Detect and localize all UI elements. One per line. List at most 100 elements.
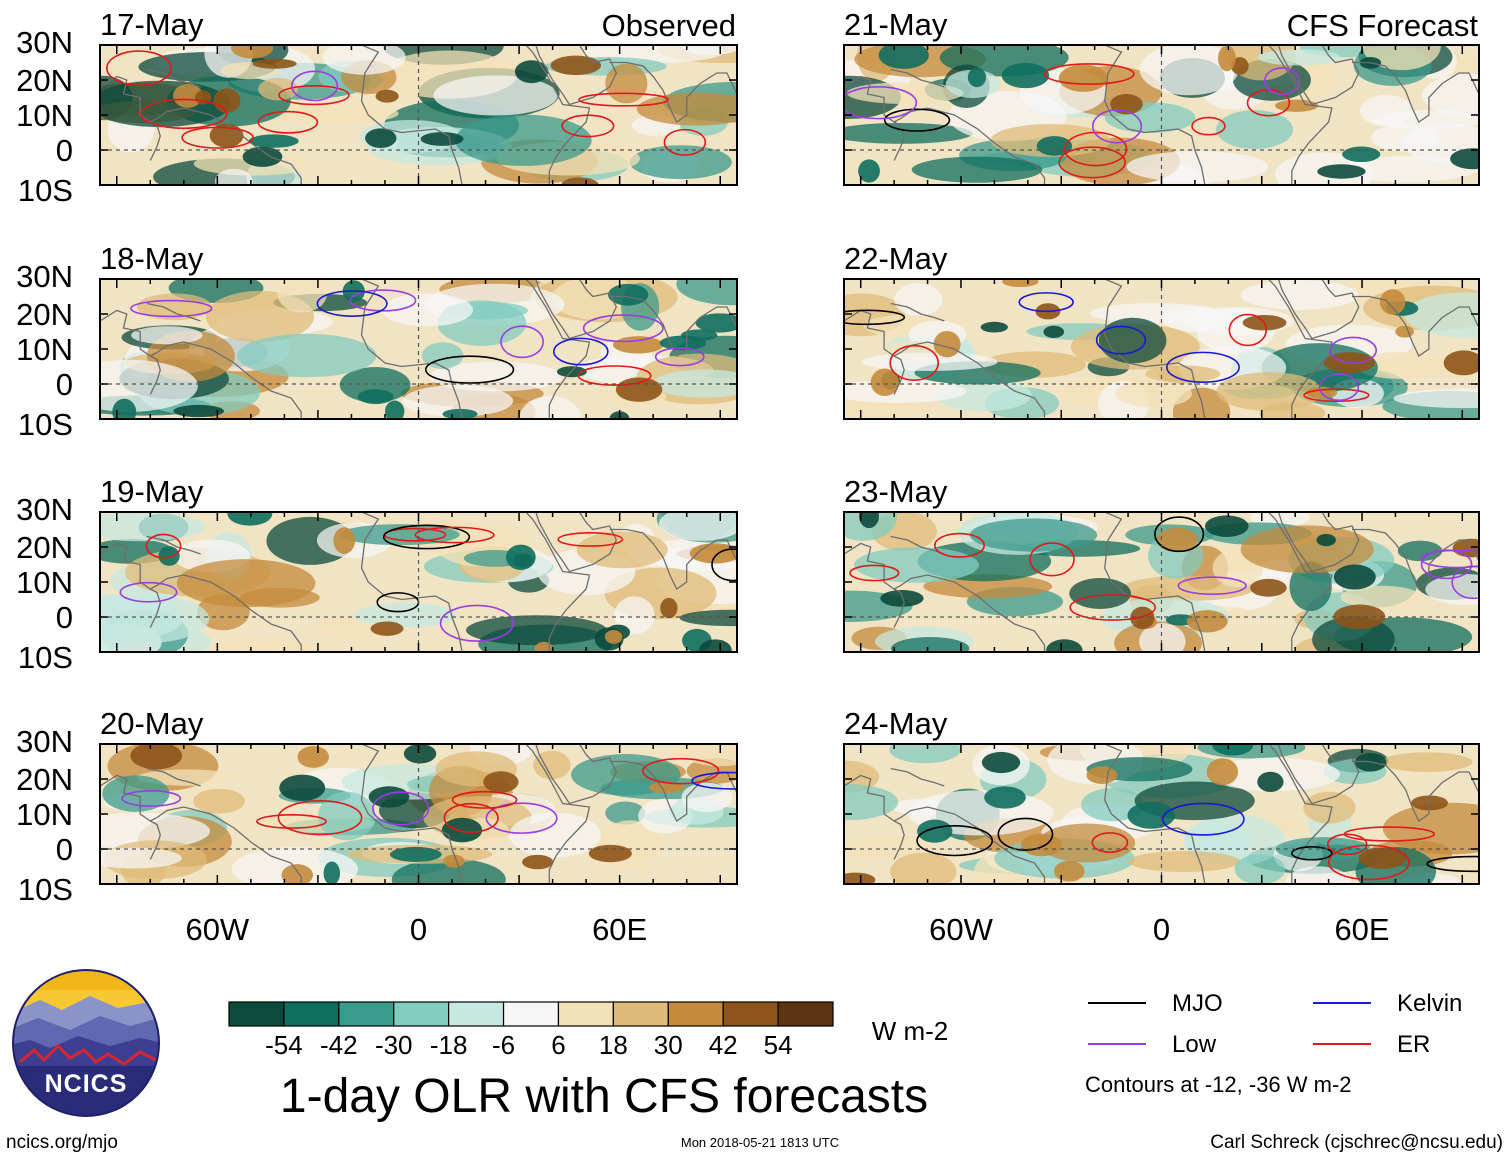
coastlines <box>100 512 737 652</box>
legend-item-er: ER <box>1313 1031 1430 1058</box>
legend-label: Low <box>1172 1031 1217 1058</box>
panel-ticks <box>844 44 1479 186</box>
map-panels: 17-May30N20N10N010S18-May30N20N10N010S19… <box>16 7 1480 907</box>
x-axis-tick-labels: 60W 0 60E 60W 0 60E <box>185 912 1389 947</box>
legend-label: Kelvin <box>1397 990 1462 1017</box>
colorbar-swatch <box>777 1001 834 1027</box>
y-tick-label: 20N <box>16 297 73 332</box>
y-tick-label: 10N <box>16 797 73 832</box>
panel-ticks <box>100 278 737 420</box>
y-tick-label: 30N <box>16 25 73 60</box>
wave-contours <box>130 289 705 386</box>
figure-title: 1-day OLR with CFS forecasts <box>280 1070 928 1123</box>
y-tick-label: 0 <box>56 367 73 402</box>
legend: MJO Kelvin Low ER <box>1088 990 1462 1058</box>
coastlines <box>844 744 1479 884</box>
y-tick-label: 0 <box>56 600 73 635</box>
panel-date-label: 21-May <box>844 7 948 42</box>
legend-item-mjo: MJO <box>1088 990 1223 1017</box>
olr-field <box>100 744 737 884</box>
panel-ticks <box>100 743 737 885</box>
panel-date-label: 18-May <box>100 241 204 276</box>
wave-contours <box>916 802 1479 881</box>
colorbar-units: W m-2 <box>872 1016 949 1046</box>
colorbar-swatch <box>612 1001 669 1027</box>
wave-contours <box>844 63 1300 179</box>
colorbar-swatch <box>667 1001 724 1027</box>
wave-contours <box>844 292 1378 403</box>
colorbar-label: 18 <box>599 1030 628 1060</box>
colorbar-swatch <box>448 1001 505 1027</box>
panel-ticks <box>844 278 1479 420</box>
colorbar-swatch <box>393 1001 450 1027</box>
olr-field <box>844 744 1479 884</box>
contour-note: Contours at -12, -36 W m-2 <box>1085 1072 1352 1097</box>
colorbar-label: -42 <box>320 1030 358 1060</box>
panel-date-label: 19-May <box>100 474 204 509</box>
colorbar-label: 30 <box>654 1030 683 1060</box>
y-tick-label: 10S <box>18 872 73 907</box>
coastlines <box>844 45 1479 185</box>
colorbar-swatch <box>722 1001 779 1027</box>
x-tick-label: 60W <box>929 912 993 947</box>
column-title-forecast: CFS Forecast <box>1287 8 1479 43</box>
colorbar-swatch <box>502 1001 560 1027</box>
panel-date-label: 24-May <box>844 706 948 741</box>
y-tick-label: 10S <box>18 640 73 675</box>
colorbar-label: 42 <box>709 1030 738 1060</box>
panel-date-label: 20-May <box>100 706 204 741</box>
y-tick-label: 30N <box>16 259 73 294</box>
coastlines <box>844 512 1479 652</box>
x-tick-label: 0 <box>1153 912 1170 947</box>
olr-field <box>844 279 1479 419</box>
y-tick-label: 10S <box>18 407 73 442</box>
panel-21-May: 21-May <box>843 7 1480 186</box>
x-tick-label: 0 <box>410 912 427 947</box>
panel-ticks <box>100 511 737 653</box>
footer-author: Carl Schreck (cjschrec@ncsu.edu) <box>1210 1132 1503 1153</box>
y-tick-label: 30N <box>16 492 73 527</box>
wave-contours <box>121 757 737 836</box>
panel-date-label: 23-May <box>844 474 948 509</box>
olr-field <box>844 512 1479 652</box>
panel-ticks <box>100 44 737 186</box>
legend-label: ER <box>1397 1031 1430 1058</box>
footer-timestamp: Mon 2018-05-21 1813 UTC <box>681 1135 839 1150</box>
olr-field <box>100 279 737 419</box>
ncics-logo: NCICS <box>12 969 160 1117</box>
panel-date-label: 17-May <box>100 7 204 42</box>
x-tick-label: 60E <box>1334 912 1389 947</box>
y-tick-label: 10S <box>18 173 73 208</box>
colorbar: -54 -42 -30 -18 -6 6 18 30 42 54 <box>228 1001 834 1060</box>
y-tick-label: 0 <box>56 133 73 168</box>
y-tick-label: 10N <box>16 98 73 133</box>
coastlines <box>100 279 737 419</box>
panel-ticks <box>844 511 1479 653</box>
olr-field <box>100 45 737 185</box>
y-tick-label: 10N <box>16 332 73 367</box>
panel-ticks <box>844 743 1479 885</box>
olr-field <box>100 512 737 652</box>
wave-contours <box>119 524 737 642</box>
logo-text: NCICS <box>45 1070 128 1098</box>
wave-contours <box>849 516 1479 621</box>
x-tick-label: 60E <box>592 912 647 947</box>
y-tick-label: 20N <box>16 530 73 565</box>
colorbar-swatch <box>228 1001 285 1027</box>
panel-23-May: 23-May <box>843 474 1480 653</box>
colorbar-label: -18 <box>430 1030 468 1060</box>
panel-22-May: 22-May <box>843 241 1480 420</box>
y-tick-label: 20N <box>16 762 73 797</box>
panel-24-May: 24-May <box>843 706 1480 885</box>
panel-date-label: 22-May <box>844 241 948 276</box>
y-tick-label: 0 <box>56 832 73 867</box>
y-tick-label: 10N <box>16 565 73 600</box>
legend-item-kelvin: Kelvin <box>1313 990 1462 1017</box>
x-tick-label: 60W <box>185 912 249 947</box>
olr-field <box>844 45 1479 185</box>
wave-contours <box>106 50 707 156</box>
